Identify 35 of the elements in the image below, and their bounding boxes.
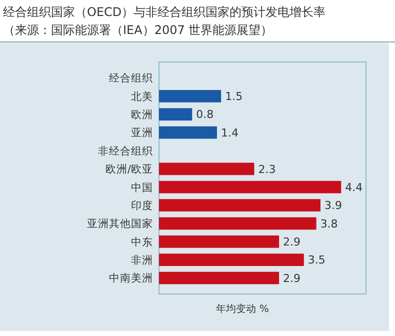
data-label: 2.9 — [283, 235, 301, 248]
y-tick-label: 亚洲 — [131, 126, 153, 140]
y-tick-label: 中南美洲 — [109, 272, 153, 285]
y-tick-label: 非经合组织 — [98, 144, 153, 158]
bar — [159, 126, 217, 139]
bar — [159, 272, 280, 284]
data-label: 3.9 — [324, 199, 342, 212]
bar — [159, 199, 320, 212]
y-tick-label: 亚洲其他国家 — [87, 217, 153, 230]
y-tick-label: 北美 — [131, 90, 153, 103]
y-tick-label: 欧洲/欧亚 — [105, 162, 153, 176]
bar — [159, 108, 192, 121]
y-tick-label: 欧洲 — [131, 108, 153, 122]
y-tick-label: 中国 — [131, 180, 153, 194]
data-label: 4.4 — [345, 180, 363, 194]
data-label: 2.9 — [283, 272, 301, 285]
bar — [159, 180, 342, 194]
bar — [159, 162, 254, 176]
x-axis-title: 年均变动 % — [216, 303, 269, 315]
y-tick-label: 非洲 — [131, 253, 153, 266]
data-label: 3.5 — [308, 254, 326, 267]
bar — [159, 254, 304, 266]
data-label: 1.5 — [225, 90, 243, 104]
bar — [159, 235, 280, 248]
bar — [159, 217, 316, 230]
bar — [159, 90, 222, 102]
data-label: 3.8 — [320, 217, 338, 230]
y-tick-label: 经合组织 — [109, 72, 153, 85]
data-label: 1.4 — [220, 126, 238, 140]
data-label: 0.8 — [196, 108, 214, 122]
y-tick-label: 中东 — [131, 235, 153, 248]
y-tick-label: 印度 — [131, 198, 153, 212]
chart-title: 经合组织国家（OECD）与非经合组织国家的预计发电增长率 — [3, 5, 326, 19]
chart-subtitle: （来源：国际能源署（IEA）2007 世界能源展望） — [3, 23, 273, 37]
data-label: 2.3 — [258, 162, 276, 176]
